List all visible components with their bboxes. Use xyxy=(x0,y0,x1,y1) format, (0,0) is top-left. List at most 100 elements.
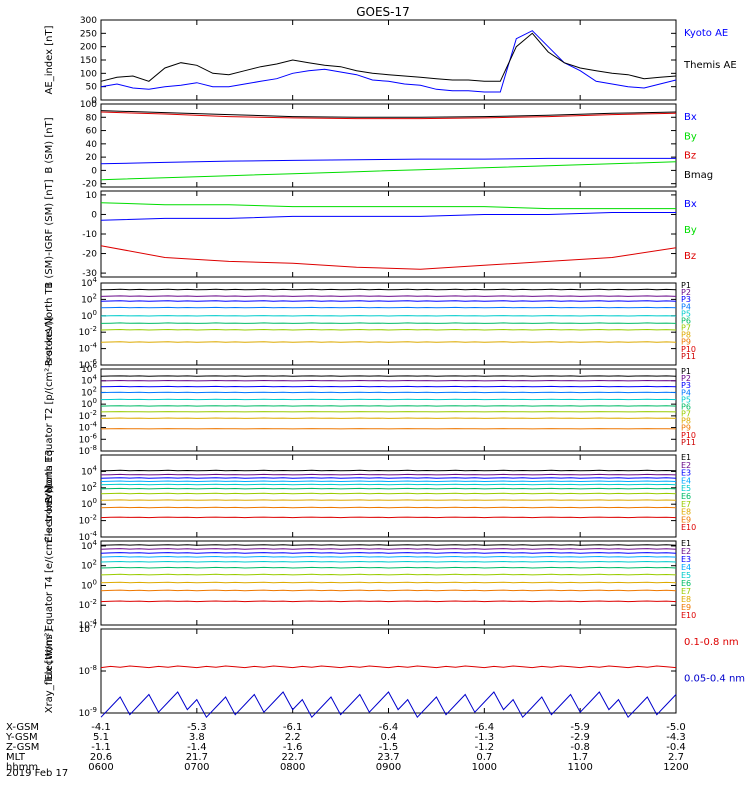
legend-p5: P5 xyxy=(681,395,691,404)
ephem-cell: 2.2 xyxy=(285,732,301,743)
legend-e6: E6 xyxy=(681,579,691,588)
ephem-cell: -1.6 xyxy=(283,742,303,753)
y-tick-label: -20 xyxy=(82,250,97,260)
series-line-e4 xyxy=(100,555,677,558)
y-tick-label: 0 xyxy=(91,210,97,220)
series-line-e9 xyxy=(100,506,677,509)
series-line-e9 xyxy=(100,589,677,592)
legend-p10: P10 xyxy=(681,345,696,354)
ephem-cell: -4.3 xyxy=(666,732,686,743)
plot-title: GOES-17 xyxy=(356,5,410,19)
legend-themis-ae: Themis AE xyxy=(683,60,737,71)
legend-e10: E10 xyxy=(681,523,696,532)
legend-p11: P11 xyxy=(681,352,696,361)
legend-e10: E10 xyxy=(681,611,696,620)
legend-p6: P6 xyxy=(681,402,691,411)
series-line-e4 xyxy=(100,480,677,483)
series-line-bx xyxy=(100,157,676,165)
legend-p1: P1 xyxy=(681,281,691,290)
legend-e6: E6 xyxy=(681,492,691,501)
ephem-cell: 20.6 xyxy=(90,752,112,763)
ephem-cell: -1.5 xyxy=(379,742,399,753)
legend-bz: Bz xyxy=(684,251,696,262)
ephem-cell: -4.1 xyxy=(91,722,111,733)
legend-p3: P3 xyxy=(681,381,691,390)
legend-e4: E4 xyxy=(681,563,691,572)
legend-e1: E1 xyxy=(681,539,691,548)
legend-e5: E5 xyxy=(681,571,691,580)
y-tick-label: 100 xyxy=(81,309,97,322)
y-tick-label: 300 xyxy=(80,16,97,26)
ephem-cell: 1200 xyxy=(663,762,688,773)
legend-p2: P2 xyxy=(681,374,691,383)
legend-e3: E3 xyxy=(681,469,691,478)
legend-e2: E2 xyxy=(681,547,691,556)
series-line-themis-ae xyxy=(100,32,677,82)
legend-p11: P11 xyxy=(681,438,696,447)
y-axis-label: Electrons Equator T4 [e/(cm²-s-sr-keV)] xyxy=(44,485,55,680)
legend-e3: E3 xyxy=(681,555,691,564)
panel-1: 0 50 100 150 200 250 300 AE_index [nT] Kyoto AE T… xyxy=(44,16,737,106)
y-tick-label: 102 xyxy=(81,481,97,494)
y-tick-label: 100 xyxy=(81,578,97,591)
ephem-cell: 21.7 xyxy=(186,752,208,763)
panel-3: -30 -20 -10 0 10 B (SM)-IGRF (SM) [nT] Bx By Bz xyxy=(44,179,697,288)
series-line-e5 xyxy=(100,483,677,486)
ephem-cell: 3.8 xyxy=(189,732,205,743)
series-line-e3 xyxy=(100,477,677,479)
series-line-p8 xyxy=(100,341,677,343)
legend-bz: Bz xyxy=(684,151,696,162)
y-tick-label: 40 xyxy=(86,140,98,150)
y-tick-label: 200 xyxy=(80,43,97,53)
ephem-cell: -6.1 xyxy=(283,722,303,733)
series-line-by xyxy=(100,161,677,181)
ephem-cell: 2.7 xyxy=(668,752,684,763)
panel-2: -20 0 20 40 60 80 100 B (SM) [nT] Bx By Bz Bmag xyxy=(44,100,713,190)
series-line-bmag xyxy=(100,110,677,118)
y-tick-label: 150 xyxy=(80,56,97,66)
panel-frame xyxy=(100,454,677,538)
y-tick-label: 250 xyxy=(80,29,97,39)
ephem-cell: 0800 xyxy=(280,762,305,773)
y-tick-label: 100 xyxy=(80,69,97,79)
legend-e7: E7 xyxy=(681,587,691,596)
y-axis-label: B (SM) [nT] xyxy=(44,117,55,173)
legend-by: By xyxy=(684,131,697,142)
y-tick-label: 10-2 xyxy=(79,598,97,611)
legend-p9: P9 xyxy=(681,424,691,433)
legend-e8: E8 xyxy=(681,508,691,517)
ephemeris-table: X-GSM -4.1 -5.3 -6.1 -6.4 -6.4 -5.9 -5.0 Y-GSM 5.… xyxy=(5,722,689,773)
y-tick-label: -10 xyxy=(82,230,97,240)
legend-e9: E9 xyxy=(681,515,691,524)
legend-p10: P10 xyxy=(681,431,696,440)
panel-frame xyxy=(100,103,677,188)
series-line-e1 xyxy=(100,469,677,472)
series-line-e2 xyxy=(100,548,677,550)
ephem-cell: -0.4 xyxy=(666,742,686,753)
legend-e7: E7 xyxy=(681,500,691,509)
legend-p6: P6 xyxy=(681,316,691,325)
series-line-p1 xyxy=(100,288,677,291)
legend-kyoto-ae: Kyoto AE xyxy=(684,28,728,39)
ephem-cell: -5.9 xyxy=(570,722,590,733)
legend-p7: P7 xyxy=(681,324,691,333)
legend-e5: E5 xyxy=(681,484,691,493)
y-tick-label: -20 xyxy=(82,180,97,190)
ephem-cell: -1.1 xyxy=(91,742,111,753)
ephem-cell: 1.7 xyxy=(572,752,588,763)
ephem-cell: 23.7 xyxy=(377,752,399,763)
y-tick-label: 10-9 xyxy=(79,706,97,719)
legend-bmag: Bmag xyxy=(684,170,713,181)
legend-p4: P4 xyxy=(681,302,691,311)
series-line-p6 xyxy=(100,322,677,324)
y-tick-label: 102 xyxy=(81,292,97,305)
legend-p4: P4 xyxy=(681,388,691,397)
ephem-row-label: Z-GSM xyxy=(6,742,39,753)
legend-p1: P1 xyxy=(681,367,691,376)
panel-frame xyxy=(100,282,677,366)
legend-e9: E9 xyxy=(681,603,691,612)
